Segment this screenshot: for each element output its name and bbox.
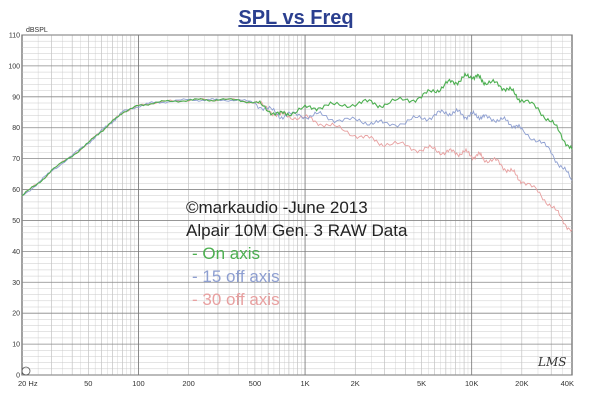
series-line-1 [21,98,573,196]
y-tick-labels: 0 10 20 30 40 50 60 70 80 90 100 110 [8,33,20,380]
grid-major [22,34,572,376]
x-tick-label: 40K [561,379,574,388]
x-tick-label: 2K [351,379,360,388]
y-tick-label: 50 [12,218,20,225]
x-tick-label: 500 [249,379,262,388]
y-tick-label: 60 [12,187,20,194]
x-tick-label: 10K [465,379,478,388]
x-tick-label: 1K [300,379,309,388]
x-tick-labels: 20 Hz 50 100 200 500 1K 2K 5K 10K 20K 40K [18,379,574,388]
y-tick-label: 10 [12,342,20,349]
y-tick-label: 100 [8,63,20,70]
y-tick-label: 20 [12,311,20,318]
copyright-annotation: ©markaudio -June 2013 [186,198,368,217]
origin-marker [21,366,31,376]
y-axis-label: dBSPL [26,27,48,34]
x-tick-label: 50 [84,379,92,388]
y-tick-label: 110 [9,33,20,40]
legend-on-axis: - On axis [192,244,260,263]
y-tick-label: 0 [16,373,20,380]
description-annotation: Alpair 10M Gen. 3 RAW Data [186,221,408,240]
x-tick-label: 20K [515,379,528,388]
y-tick-label: 70 [12,156,20,163]
lms-signature: LMS [537,355,566,369]
y-tick-label: 80 [12,125,20,132]
plot-area [21,34,573,376]
x-tick-label: 100 [132,379,145,388]
series-line-2 [21,98,573,232]
x-tick-label: 20 Hz [18,379,38,388]
series-line-0 [21,72,573,197]
legend-30-off-axis: - 30 off axis [192,290,280,309]
x-tick-label: 5K [417,379,426,388]
chart-title: SPL vs Freq [238,7,353,29]
x-tick-label: 200 [182,379,195,388]
y-tick-label: 40 [12,249,20,256]
y-tick-label: 90 [12,94,20,101]
series-lines [21,72,573,232]
y-tick-label: 30 [12,280,20,287]
legend-15-off-axis: - 15 off axis [192,267,280,286]
